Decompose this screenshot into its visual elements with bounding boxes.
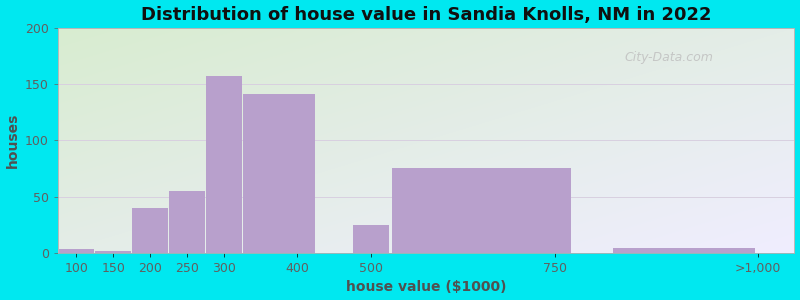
Bar — [132, 208, 168, 253]
Bar — [613, 248, 755, 253]
Title: Distribution of house value in Sandia Knolls, NM in 2022: Distribution of house value in Sandia Kn… — [141, 6, 711, 24]
Bar — [353, 225, 389, 253]
Bar — [206, 76, 242, 253]
Text: City-Data.com: City-Data.com — [625, 51, 714, 64]
X-axis label: house value ($1000): house value ($1000) — [346, 280, 506, 294]
Bar — [95, 250, 131, 253]
Bar — [58, 250, 94, 253]
Bar — [243, 94, 314, 253]
Y-axis label: houses: houses — [6, 113, 19, 168]
Bar — [392, 169, 570, 253]
Bar — [169, 191, 205, 253]
